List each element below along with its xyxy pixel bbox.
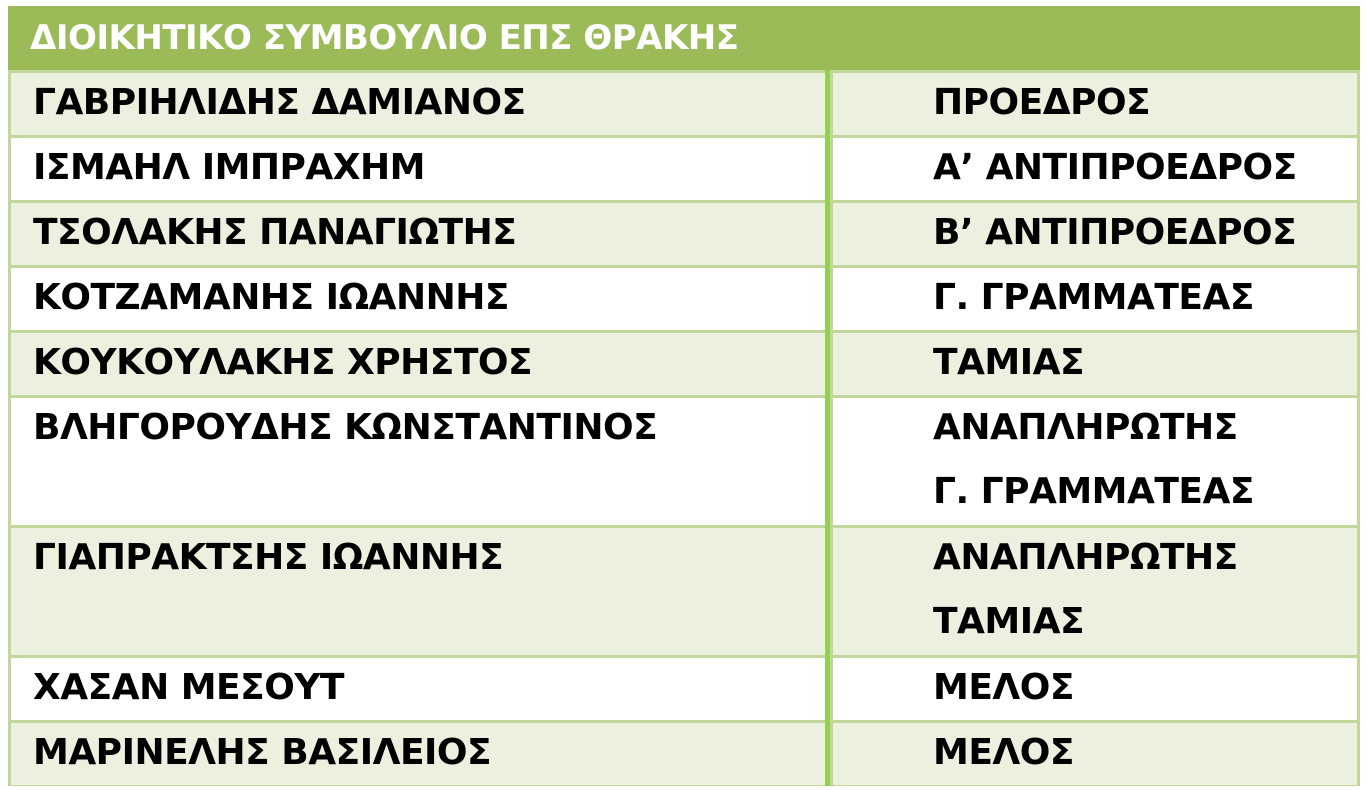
table-row: ΙΣΜΑΗΛ ΙΜΠΡΑΧΗΜ Α’ ΑΝΤΙΠΡΟΕΔΡΟΣ — [11, 138, 1357, 200]
role-line: ΑΝΑΠΛΗΡΩΤΗΣ — [933, 537, 1238, 578]
member-name: ΜΑΡΙΝΕΛΗΣ ΒΑΣΙΛΕΙΟΣ — [11, 723, 825, 785]
role-line: Γ. ΓΡΑΜΜΑΤΕΑΣ — [933, 277, 1254, 318]
role-line: ΤΑΜΙΑΣ — [933, 601, 1085, 642]
table-row: ΓΑΒΡΙΗΛΙΔΗΣ ΔΑΜΙΑΝΟΣ ΠΡΟΕΔΡΟΣ — [11, 73, 1357, 135]
member-role: Γ. ΓΡΑΜΜΑΤΕΑΣ — [833, 268, 1357, 330]
member-name: ΓΑΒΡΙΗΛΙΔΗΣ ΔΑΜΙΑΝΟΣ — [11, 73, 825, 135]
column-divider — [825, 70, 830, 786]
role-line: Γ. ΓΡΑΜΜΑΤΕΑΣ — [933, 471, 1254, 512]
role-line: Β’ ΑΝΤΙΠΡΟΕΔΡΟΣ — [933, 212, 1297, 253]
member-role: ΑΝΑΠΛΗΡΩΤΗΣ Γ. ΓΡΑΜΜΑΤΕΑΣ — [833, 398, 1357, 525]
role-line: ΜΕΛΟΣ — [933, 732, 1074, 773]
member-role: Β’ ΑΝΤΙΠΡΟΕΔΡΟΣ — [833, 203, 1357, 265]
table-row: ΒΛΗΓΟΡΟΥΔΗΣ ΚΩΝΣΤΑΝΤΙΝΟΣ ΑΝΑΠΛΗΡΩΤΗΣ Γ. ΓΡ… — [11, 398, 1357, 525]
member-name: ΤΣΟΛΑΚΗΣ ΠΑΝΑΓΙΩΤΗΣ — [11, 203, 825, 265]
member-role: ΤΑΜΙΑΣ — [833, 333, 1357, 395]
member-role: ΜΕΛΟΣ — [833, 723, 1357, 785]
member-name: ΒΛΗΓΟΡΟΥΔΗΣ ΚΩΝΣΤΑΝΤΙΝΟΣ — [11, 398, 825, 525]
table-row: ΧΑΣΑΝ ΜΕΣΟΥΤ ΜΕΛΟΣ — [11, 658, 1357, 720]
table-row: ΤΣΟΛΑΚΗΣ ΠΑΝΑΓΙΩΤΗΣ Β’ ΑΝΤΙΠΡΟΕΔΡΟΣ — [11, 203, 1357, 265]
table-row: ΚΟΤΖΑΜΑΝΗΣ ΙΩΑΝΝΗΣ Γ. ΓΡΑΜΜΑΤΕΑΣ — [11, 268, 1357, 330]
member-name: ΚΟΥΚΟΥΛΑΚΗΣ ΧΡΗΣΤΟΣ — [11, 333, 825, 395]
member-role: Α’ ΑΝΤΙΠΡΟΕΔΡΟΣ — [833, 138, 1357, 200]
board-table: ΔΙΟΙΚΗΤΙΚΟ ΣΥΜΒΟΥΛΙΟ ΕΠΣ ΘΡΑΚΗΣ ΓΑΒΡΙΗΛΙ… — [8, 6, 1360, 786]
member-name: ΙΣΜΑΗΛ ΙΜΠΡΑΧΗΜ — [11, 138, 825, 200]
table-row: ΚΟΥΚΟΥΛΑΚΗΣ ΧΡΗΣΤΟΣ ΤΑΜΙΑΣ — [11, 333, 1357, 395]
member-name: ΧΑΣΑΝ ΜΕΣΟΥΤ — [11, 658, 825, 720]
table-row: ΓΙΑΠΡΑΚΤΣΗΣ ΙΩΑΝΝΗΣ ΑΝΑΠΛΗΡΩΤΗΣ ΤΑΜΙΑΣ — [11, 528, 1357, 655]
member-role: ΑΝΑΠΛΗΡΩΤΗΣ ΤΑΜΙΑΣ — [833, 528, 1357, 655]
member-role: ΜΕΛΟΣ — [833, 658, 1357, 720]
table-title: ΔΙΟΙΚΗΤΙΚΟ ΣΥΜΒΟΥΛΙΟ ΕΠΣ ΘΡΑΚΗΣ — [8, 6, 1360, 70]
role-line: ΤΑΜΙΑΣ — [933, 342, 1085, 383]
member-name: ΓΙΑΠΡΑΚΤΣΗΣ ΙΩΑΝΝΗΣ — [11, 528, 825, 655]
role-line: ΠΡΟΕΔΡΟΣ — [933, 82, 1151, 123]
member-role: ΠΡΟΕΔΡΟΣ — [833, 73, 1357, 135]
table-row: ΜΑΡΙΝΕΛΗΣ ΒΑΣΙΛΕΙΟΣ ΜΕΛΟΣ — [11, 723, 1357, 785]
member-name: ΚΟΤΖΑΜΑΝΗΣ ΙΩΑΝΝΗΣ — [11, 268, 825, 330]
role-line: ΜΕΛΟΣ — [933, 667, 1074, 708]
role-line: Α’ ΑΝΤΙΠΡΟΕΔΡΟΣ — [933, 147, 1297, 188]
role-line: ΑΝΑΠΛΗΡΩΤΗΣ — [933, 407, 1238, 448]
